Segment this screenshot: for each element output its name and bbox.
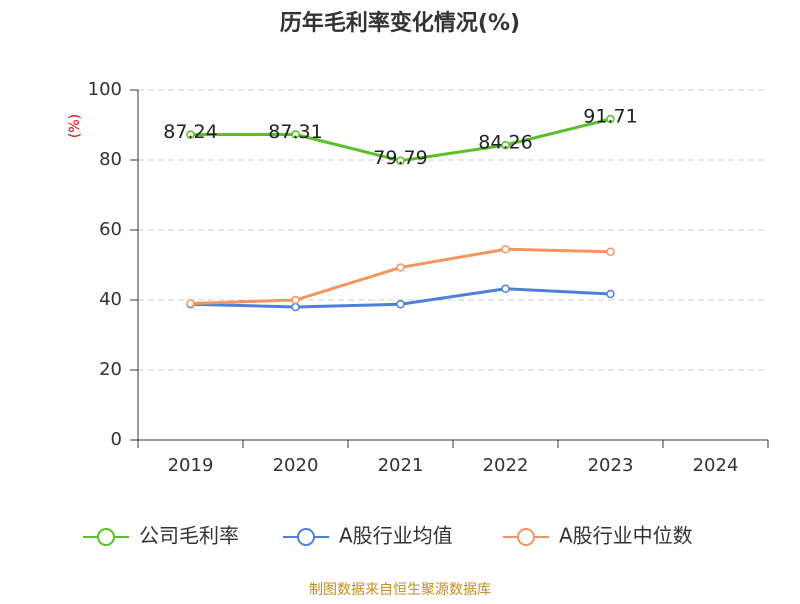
point xyxy=(501,284,510,294)
x-tick-label: 2024 xyxy=(693,455,739,476)
y-tick-label: 80 xyxy=(99,149,122,170)
point xyxy=(186,299,195,308)
chart-title: 历年毛利率变化情况(%) xyxy=(280,10,520,36)
legend-marker xyxy=(517,528,535,546)
point xyxy=(396,299,405,309)
data-label: 87.24 xyxy=(163,121,217,143)
legend-marker xyxy=(297,528,315,546)
point xyxy=(396,263,405,272)
y-tick-label: 60 xyxy=(99,219,122,240)
y-axis-label: (%) xyxy=(67,114,83,138)
data-label: 87.31 xyxy=(268,121,322,143)
point xyxy=(606,289,615,299)
point xyxy=(291,295,300,305)
point xyxy=(396,156,405,165)
point xyxy=(501,140,510,150)
legend-label: 公司毛利率 xyxy=(139,524,239,548)
point xyxy=(606,247,615,256)
legend-label: A股行业均值 xyxy=(339,524,453,548)
point xyxy=(291,302,300,312)
point xyxy=(501,245,510,254)
y-tick-label: 0 xyxy=(111,429,122,450)
data-label: 84.26 xyxy=(478,132,532,154)
source-note: 制图数据来自恒生聚源数据库 xyxy=(309,582,491,598)
x-tick-label: 2019 xyxy=(168,455,214,476)
x-tick-label: 2020 xyxy=(273,455,319,476)
legend-marker xyxy=(97,528,115,546)
point xyxy=(606,114,615,124)
point xyxy=(291,130,300,139)
data-label: 79.79 xyxy=(373,147,427,169)
data-label: 91.71 xyxy=(583,106,637,128)
series-line xyxy=(190,247,611,305)
point xyxy=(186,130,195,139)
legend-label: A股行业中位数 xyxy=(559,524,693,548)
y-tick-label: 40 xyxy=(99,289,122,310)
x-tick-label: 2021 xyxy=(378,455,424,476)
y-tick-label: 100 xyxy=(88,79,122,100)
x-tick-label: 2022 xyxy=(483,455,529,476)
x-tick-label: 2023 xyxy=(588,455,634,476)
y-tick-label: 20 xyxy=(99,359,122,380)
